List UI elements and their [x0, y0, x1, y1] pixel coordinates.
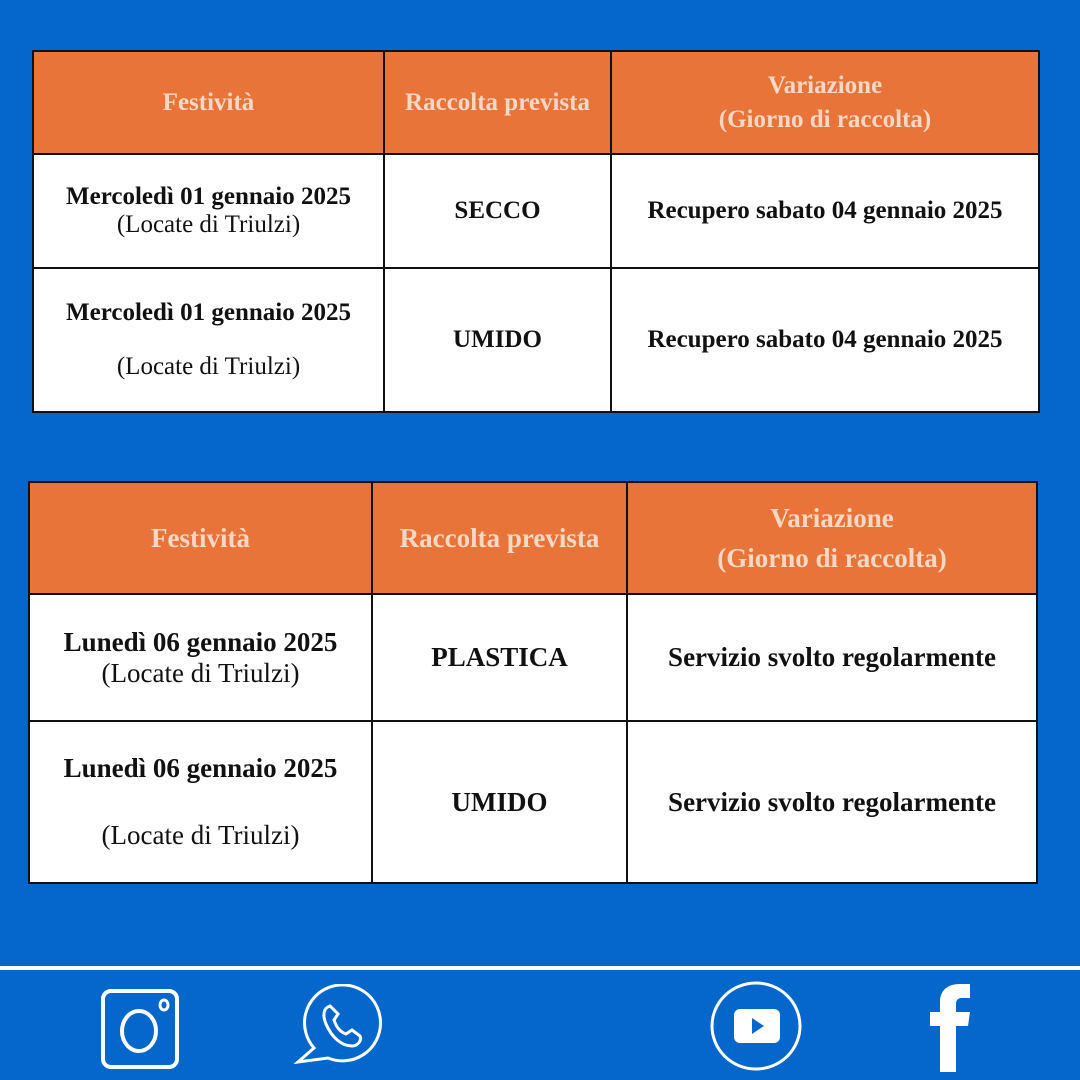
whatsapp-icon[interactable] — [294, 984, 384, 1064]
date-cell: Lunedì 06 gennaio 2025 (Locate di Triulzi… — [28, 720, 373, 884]
place-text: (Locate di Triulzi) — [101, 657, 300, 688]
instagram-icon[interactable] — [100, 988, 182, 1070]
holiday-table-2: Festività Raccolta prevista Variazione (G… — [28, 481, 1038, 884]
date-text: Lunedì 06 gennaio 2025 — [63, 753, 338, 783]
facebook-icon[interactable] — [928, 984, 976, 1074]
change-cell: Recupero sabato 04 gennaio 2025 — [610, 153, 1040, 269]
header-festivita: Festività — [32, 50, 385, 155]
date-cell: Mercoledì 01 gennaio 2025 (Locate di Triu… — [32, 153, 385, 269]
collection-cell: PLASTICA — [371, 593, 628, 722]
date-cell: Lunedì 06 gennaio 2025 (Locate di Triulzi… — [28, 593, 373, 722]
table-row: Mercoledì 01 gennaio 2025 (Locate di Triu… — [32, 153, 1040, 269]
header-festivita: Festività — [28, 481, 373, 595]
change-cell: Servizio svolto regolarmente — [626, 593, 1038, 722]
place-text: (Locate di Triulzi) — [101, 820, 300, 850]
date-cell: Mercoledì 01 gennaio 2025 (Locate di Triu… — [32, 267, 385, 413]
header-variazione: Variazione (Giorno di raccolta) — [626, 481, 1038, 595]
header-raccolta: Raccolta prevista — [383, 50, 612, 155]
footer-divider — [0, 966, 1080, 970]
change-cell: Servizio svolto regolarmente — [626, 720, 1038, 884]
header-variazione: Variazione (Giorno di raccolta) — [610, 50, 1040, 155]
collection-cell: SECCO — [383, 153, 612, 269]
header-variazione-sub: (Giorno di raccolta) — [718, 105, 932, 133]
place-text: (Locate di Triulzi) — [116, 353, 301, 380]
header-variazione-title: Variazione — [767, 71, 883, 99]
change-cell: Recupero sabato 04 gennaio 2025 — [610, 267, 1040, 413]
header-raccolta: Raccolta prevista — [371, 481, 628, 595]
collection-cell: UMIDO — [371, 720, 628, 884]
header-variazione-sub: (Giorno di raccolta) — [717, 543, 947, 573]
table-header-row: Festività Raccolta prevista Variazione (G… — [28, 481, 1038, 595]
date-text: Mercoledì 01 gennaio 2025 — [66, 299, 351, 326]
youtube-icon[interactable] — [708, 980, 804, 1072]
table-header-row: Festività Raccolta prevista Variazione (G… — [32, 50, 1040, 155]
date-text: Mercoledì 01 gennaio 2025 — [66, 183, 351, 210]
table-row: Lunedì 06 gennaio 2025 (Locate di Triulzi… — [28, 593, 1038, 722]
place-text: (Locate di Triulzi) — [116, 211, 301, 238]
collection-cell: UMIDO — [383, 267, 612, 413]
header-variazione-title: Variazione — [770, 503, 894, 533]
date-text: Lunedì 06 gennaio 2025 — [63, 626, 338, 657]
table-row: Mercoledì 01 gennaio 2025 (Locate di Triu… — [32, 267, 1040, 413]
table-row: Lunedì 06 gennaio 2025 (Locate di Triulzi… — [28, 720, 1038, 884]
holiday-table-1: Festività Raccolta prevista Variazione (G… — [32, 50, 1040, 413]
